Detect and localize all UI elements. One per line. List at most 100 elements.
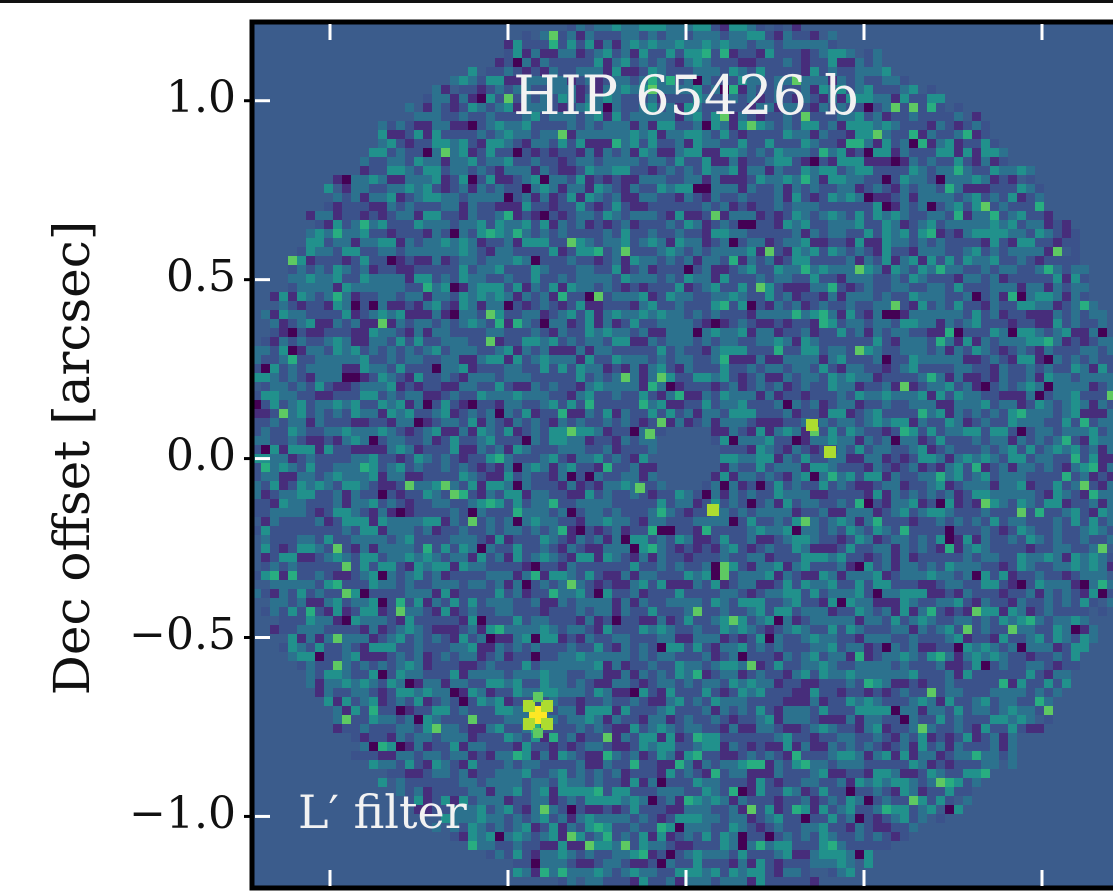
noise-pixel	[414, 553, 423, 562]
noise-pixel	[720, 220, 729, 229]
noise-pixel	[459, 400, 468, 409]
noise-pixel	[387, 364, 396, 373]
noise-pixel	[1035, 517, 1044, 526]
noise-pixel	[594, 472, 603, 481]
noise-pixel	[306, 517, 315, 526]
noise-pixel	[297, 346, 306, 355]
noise-pixel	[549, 256, 558, 265]
noise-pixel	[261, 472, 270, 481]
noise-pixel	[1008, 220, 1017, 229]
noise-pixel	[513, 418, 522, 427]
noise-pixel	[891, 499, 900, 508]
noise-pixel	[828, 463, 837, 472]
noise-pixel	[927, 499, 936, 508]
noise-pixel	[864, 472, 873, 481]
noise-pixel	[513, 301, 522, 310]
noise-pixel	[828, 319, 837, 328]
noise-pixel	[603, 526, 612, 535]
noise-pixel	[918, 256, 927, 265]
noise-pixel	[648, 391, 657, 400]
noise-pixel	[324, 562, 333, 571]
noise-pixel	[594, 562, 603, 571]
noise-pixel	[936, 499, 945, 508]
noise-pixel	[963, 472, 972, 481]
noise-pixel	[909, 202, 918, 211]
noise-pixel	[513, 49, 522, 58]
noise-pixel	[1107, 463, 1113, 472]
noise-pixel	[612, 265, 621, 274]
noise-pixel	[594, 436, 603, 445]
noise-pixel	[972, 499, 981, 508]
noise-pixel	[720, 553, 729, 562]
noise-pixel	[432, 454, 441, 463]
noise-pixel	[468, 445, 477, 454]
noise-pixel	[513, 481, 522, 490]
noise-pixel	[351, 454, 360, 463]
noise-pixel	[783, 418, 792, 427]
noise-pixel	[702, 553, 711, 562]
noise-pixel	[594, 364, 603, 373]
noise-pixel	[990, 472, 999, 481]
noise-pixel	[990, 553, 999, 562]
noise-pixel	[495, 463, 504, 472]
noise-pixel	[630, 526, 639, 535]
noise-pixel	[945, 112, 954, 121]
noise-pixel	[540, 391, 549, 400]
noise-pixel	[1080, 472, 1089, 481]
noise-pixel	[414, 526, 423, 535]
noise-pixel	[612, 229, 621, 238]
noise-pixel	[900, 310, 909, 319]
noise-pixel	[936, 319, 945, 328]
noise-pixel	[261, 310, 270, 319]
noise-pixel	[342, 472, 351, 481]
noise-pixel	[972, 445, 981, 454]
noise-pixel	[612, 454, 621, 463]
noise-pixel	[486, 229, 495, 238]
noise-pixel	[1044, 418, 1053, 427]
noise-pixel	[567, 454, 576, 463]
noise-pixel	[477, 121, 486, 130]
noise-pixel	[369, 436, 378, 445]
noise-pixel	[396, 355, 405, 364]
noise-pixel	[990, 256, 999, 265]
noise-pixel	[999, 535, 1008, 544]
noise-pixel	[963, 283, 972, 292]
noise-pixel	[468, 85, 477, 94]
noise-pixel	[999, 202, 1008, 211]
noise-pixel	[945, 463, 954, 472]
noise-pixel	[387, 310, 396, 319]
noise-pixel	[963, 445, 972, 454]
noise-pixel	[720, 148, 729, 157]
noise-pixel	[1062, 337, 1071, 346]
noise-pixel	[819, 310, 828, 319]
noise-pixel	[729, 301, 738, 310]
noise-pixel	[864, 76, 873, 85]
noise-pixel	[495, 337, 504, 346]
noise-pixel	[486, 319, 495, 328]
noise-pixel	[423, 175, 432, 184]
noise-pixel	[621, 553, 630, 562]
noise-pixel	[342, 346, 351, 355]
noise-pixel	[441, 157, 450, 166]
noise-pixel	[648, 373, 657, 382]
noise-pixel	[972, 391, 981, 400]
noise-pixel	[891, 184, 900, 193]
noise-pixel	[630, 409, 639, 418]
noise-pixel	[1107, 391, 1113, 400]
noise-pixel	[549, 31, 558, 40]
noise-pixel	[1089, 553, 1098, 562]
noise-pixel	[612, 364, 621, 373]
noise-pixel	[576, 562, 585, 571]
noise-pixel	[1098, 328, 1107, 337]
noise-pixel	[792, 517, 801, 526]
noise-pixel	[351, 553, 360, 562]
noise-pixel	[1089, 499, 1098, 508]
noise-pixel	[432, 436, 441, 445]
noise-pixel	[630, 220, 639, 229]
noise-pixel	[369, 247, 378, 256]
noise-pixel	[747, 211, 756, 220]
noise-pixel	[630, 508, 639, 517]
noise-pixel	[684, 256, 693, 265]
noise-pixel	[855, 157, 864, 166]
noise-pixel	[279, 445, 288, 454]
